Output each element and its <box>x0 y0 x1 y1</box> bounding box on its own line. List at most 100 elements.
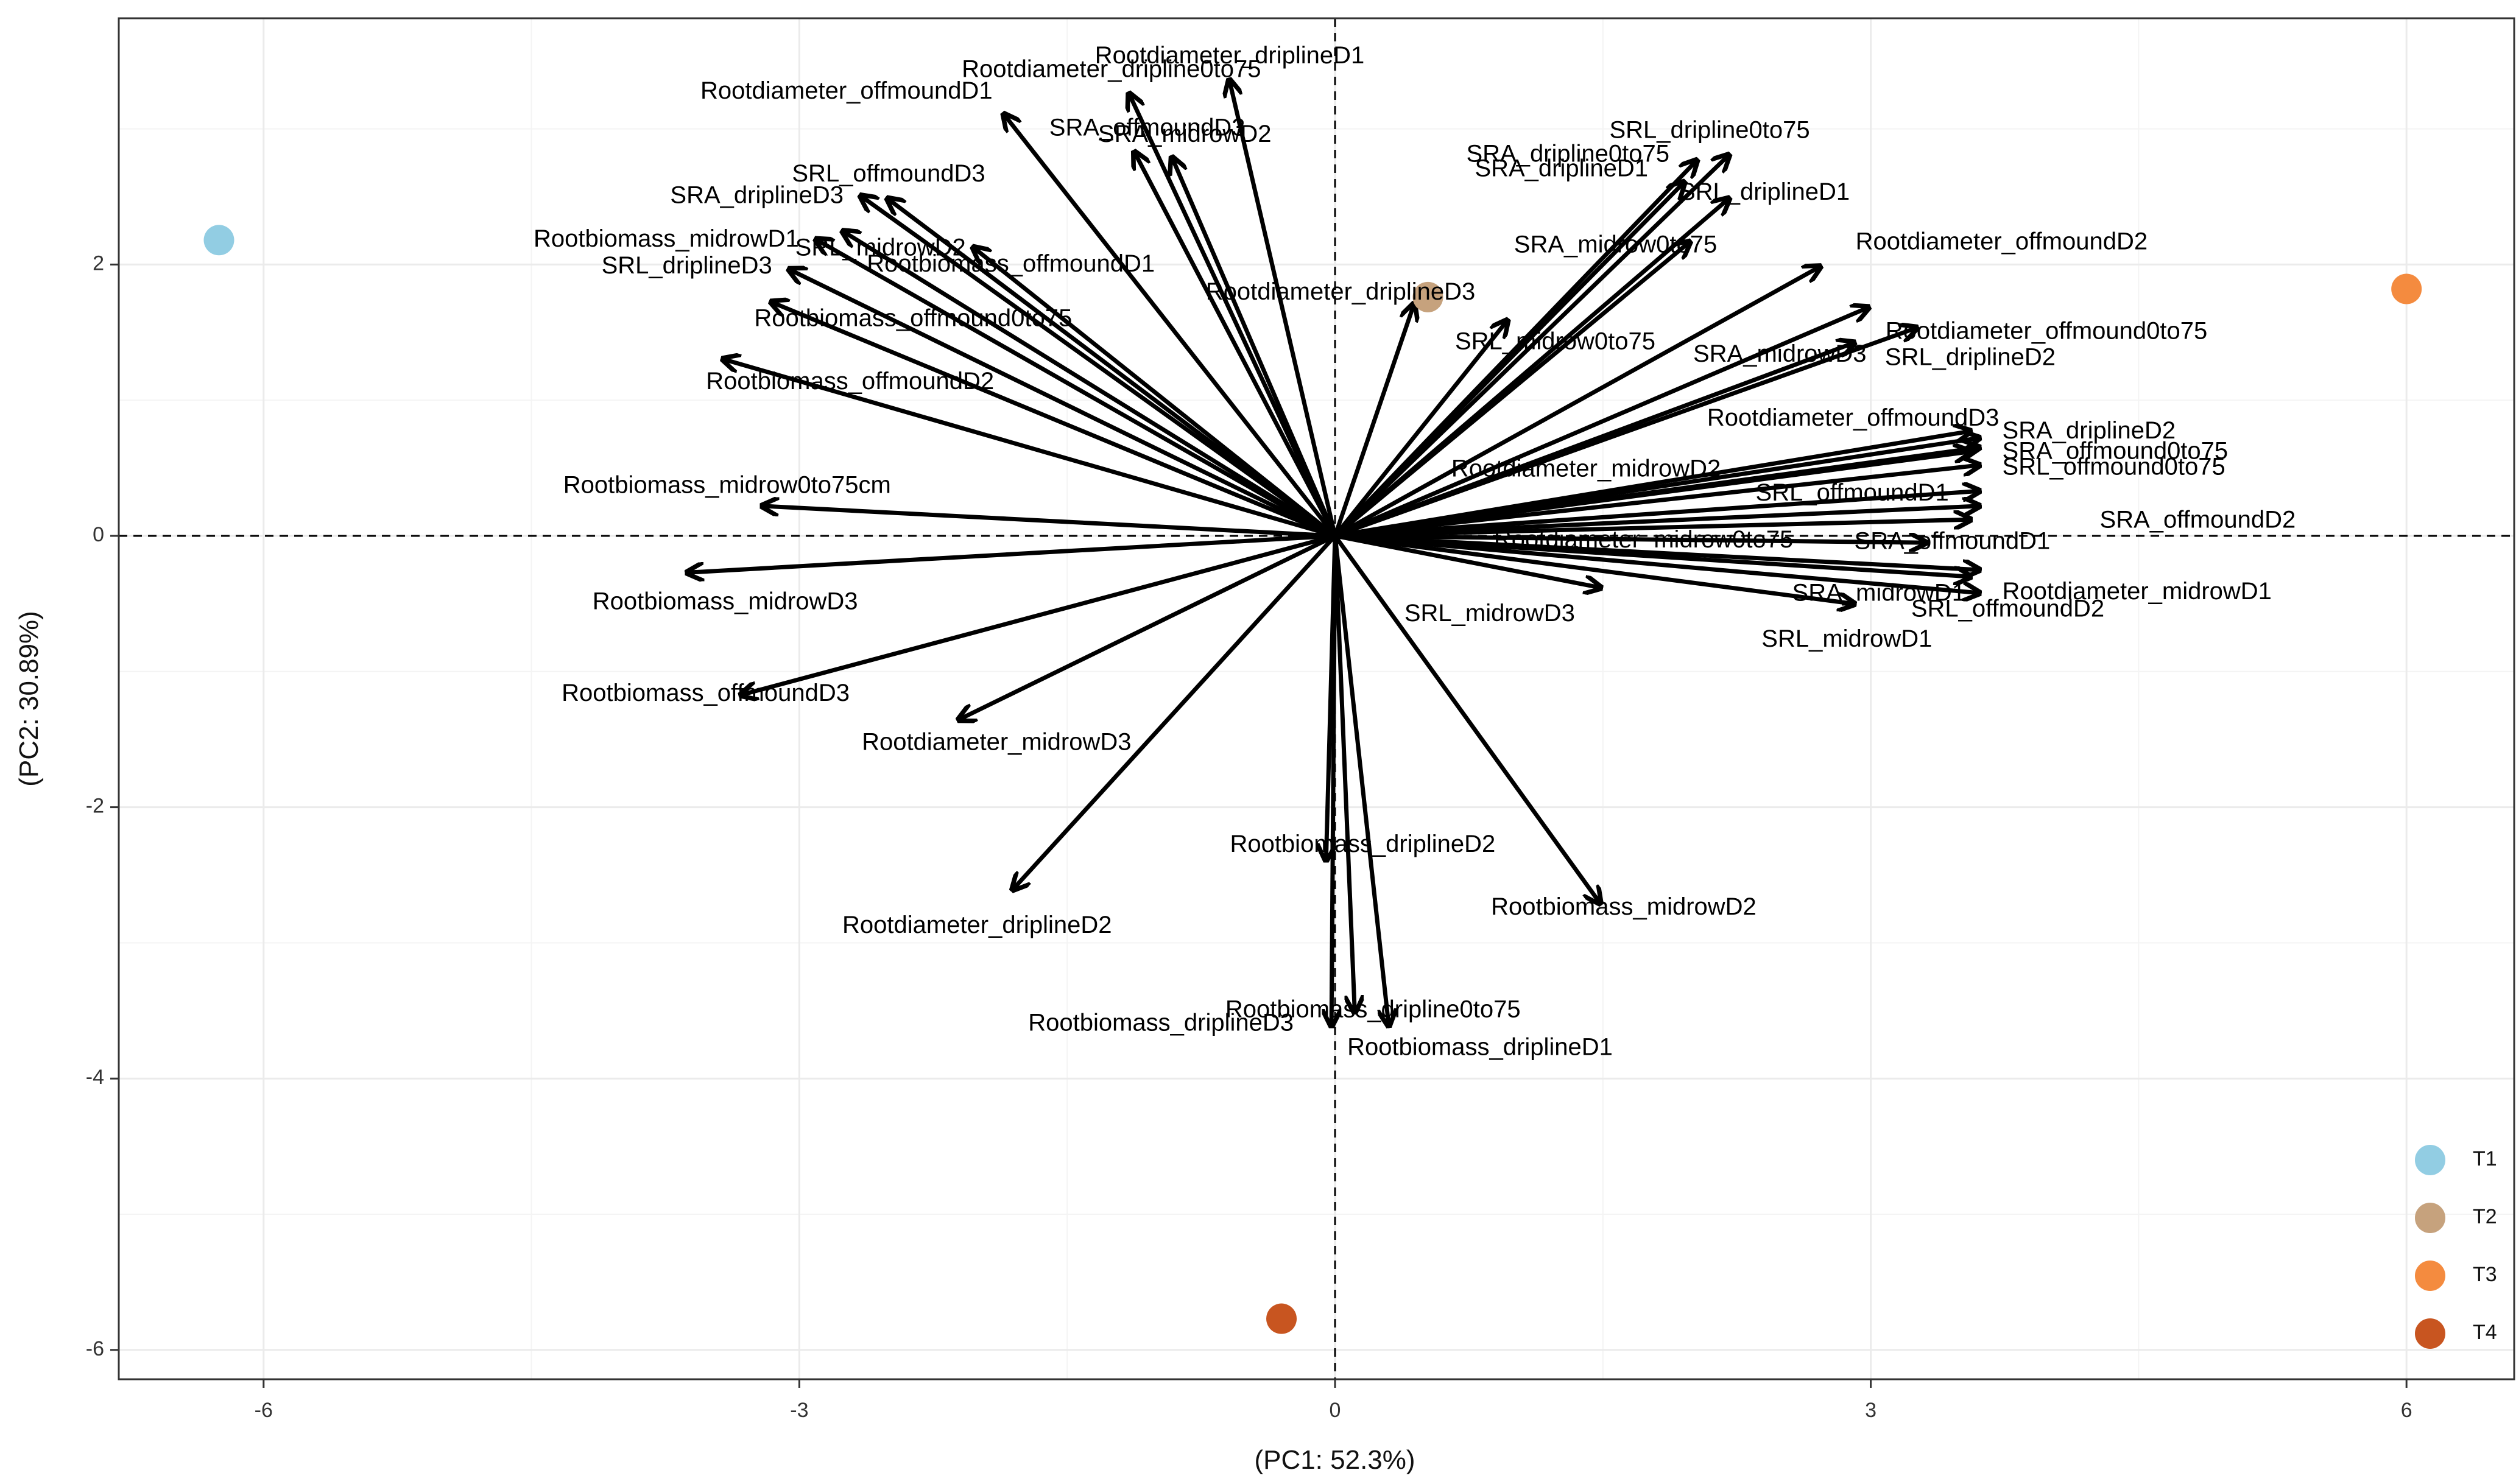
loading-arrow <box>862 197 1337 538</box>
loading-arrow <box>1334 506 1978 538</box>
loading-label: SRL_midrowD2 <box>795 234 966 261</box>
x-tick-label: 3 <box>1865 1399 1876 1422</box>
legend-label: T4 <box>2473 1321 2497 1344</box>
legend-key <box>2415 1318 2445 1349</box>
loading-arrow <box>1333 305 1414 537</box>
loading-labels: Rootdiameter_driplineD1Rootdiameter_drip… <box>534 42 2296 1060</box>
y-tick-label: -2 <box>86 795 104 818</box>
loading-label: SRA_midrowD3 <box>1693 340 1867 367</box>
loading-label: SRA_midrowD2 <box>1098 121 1272 147</box>
loading-label: Rootbiomass_midrow0to75cm <box>563 472 891 499</box>
loading-label: SRA_offmound0to75 <box>2003 438 2229 465</box>
loading-label: SRL_offmoundD1 <box>1756 479 1949 506</box>
group-point <box>1266 1303 1297 1334</box>
loading-arrow <box>1334 533 1978 593</box>
loading-label: Rootdiameter_driplineD3 <box>1206 278 1475 305</box>
loading-label: SRL_midrowD1 <box>1761 625 1932 652</box>
group-point <box>1412 281 1443 312</box>
legend-key <box>2415 1261 2445 1291</box>
loading-arrow <box>1334 328 1915 538</box>
loading-label: SRL_offmoundD3 <box>792 160 985 187</box>
loading-arrow <box>1334 533 1853 603</box>
loading-arrow <box>1334 533 1969 577</box>
legend-key <box>2415 1145 2445 1175</box>
loading-label: Rootdiameter_midrowD2 <box>1451 455 1721 482</box>
group-point <box>203 225 234 256</box>
legend: T1 T2 T3 T4 <box>2415 1145 2497 1349</box>
y-tick-label: 0 <box>93 523 104 546</box>
loading-label: SRL_midrow0to75 <box>1455 328 1655 355</box>
loading-label: SRL_midrowD3 <box>1404 600 1575 627</box>
loading-arrow <box>1333 534 1599 902</box>
loading-arrow <box>1005 115 1337 538</box>
loading-arrow <box>1334 491 1978 538</box>
group-point <box>2391 273 2422 304</box>
loading-arrow <box>689 533 1336 572</box>
loading-arrow <box>724 359 1336 538</box>
x-axis-title: (PC1: 52.3%) <box>1254 1445 1415 1475</box>
loading-label: SRA_driplineD1 <box>1475 155 1648 181</box>
loading-label: Rootdiameter_offmoundD2 <box>1856 228 2148 255</box>
loading-arrow <box>1334 519 1969 538</box>
loading-arrow <box>1331 535 1335 1024</box>
loading-arrow <box>1333 243 1689 538</box>
loading-label: Rootbiomass_offmoundD3 <box>562 680 850 706</box>
loading-label: Rootdiameter_driplineD1 <box>1095 42 1364 69</box>
loading-arrow <box>817 240 1336 538</box>
loading-label: SRL_driplineD2 <box>1885 344 2056 371</box>
loading-arrow <box>791 270 1336 538</box>
loading-label: Rootbiomass_driplineD2 <box>1230 831 1495 857</box>
loading-label: SRL_driplineD3 <box>602 252 772 279</box>
loading-arrow <box>1334 308 1867 538</box>
loading-arrow <box>1333 535 1389 1024</box>
loading-label: SRA_offmoundD3 <box>1049 114 1246 141</box>
loading-label: Rootdiameter_midrowD1 <box>2003 578 2272 605</box>
loading-label: Rootbiomass_midrowD3 <box>593 588 858 615</box>
loading-label: SRA_dripline0to75 <box>1466 141 1669 167</box>
loading-label: Rootdiameter_driplineD2 <box>842 912 1112 938</box>
loading-arrow <box>1130 95 1337 537</box>
loading-label: SRA_driplineD3 <box>670 182 844 209</box>
loading-label: Rootbiomass_driplineD1 <box>1347 1034 1613 1061</box>
loading-arrow <box>1172 159 1337 537</box>
loading-arrow <box>1013 534 1337 888</box>
loading-arrow <box>1334 533 1599 588</box>
loading-label: SRL_offmound0to75 <box>2003 454 2225 480</box>
panel-border <box>118 17 2515 1380</box>
loading-label: SRA_offmoundD2 <box>2100 507 2296 533</box>
loading-arrow <box>974 248 1337 538</box>
axis-ticks: -6 -3 0 3 6 -6 -4 -2 0 2 <box>86 251 2412 1422</box>
loading-label: SRL_offmoundD2 <box>1911 595 2104 622</box>
loading-arrow <box>742 533 1336 695</box>
loading-label: Rootdiameter_offmound0to75 <box>1886 317 2208 344</box>
loading-arrow <box>844 232 1336 538</box>
group-points <box>203 225 2422 1334</box>
loading-label: SRA_midrowD1 <box>1792 579 1966 606</box>
loading-arrow <box>764 506 1336 538</box>
y-axis-title: (PC2: 30.89%) <box>14 611 44 787</box>
loading-label: Rootbiomass_midrowD1 <box>534 225 799 252</box>
x-tick-label: 0 <box>1330 1399 1341 1422</box>
loading-label: Rootdiameter_offmoundD3 <box>1707 404 2000 431</box>
loading-arrow <box>1333 183 1683 538</box>
loading-arrow <box>1333 535 1355 1011</box>
loading-label: Rootbiomass_offmound0to75 <box>754 304 1072 331</box>
loading-arrow <box>772 303 1336 538</box>
loading-label: Rootbiomass_dripline0to75 <box>1225 996 1521 1022</box>
loading-arrow <box>960 533 1336 719</box>
loading-arrow <box>1334 536 1925 543</box>
x-tick-label: 6 <box>2401 1399 2412 1422</box>
grid <box>119 18 2514 1379</box>
loading-label: Rootdiameter_offmoundD1 <box>700 77 993 104</box>
loading-arrow <box>1333 322 1506 538</box>
loading-label: SRA_driplineD2 <box>2003 417 2176 444</box>
loading-label: Rootdiameter_dripline0to75 <box>962 55 1261 82</box>
legend-label: T2 <box>2473 1205 2497 1228</box>
x-tick-label: -6 <box>255 1399 273 1422</box>
loading-label: Rootdiameter_midrowD3 <box>862 728 1131 755</box>
loading-label: SRA_offmoundD1 <box>1855 528 2051 555</box>
loading-label: Rootdiameter_midrow0to75 <box>1494 526 1793 553</box>
legend-label: T1 <box>2473 1147 2497 1170</box>
